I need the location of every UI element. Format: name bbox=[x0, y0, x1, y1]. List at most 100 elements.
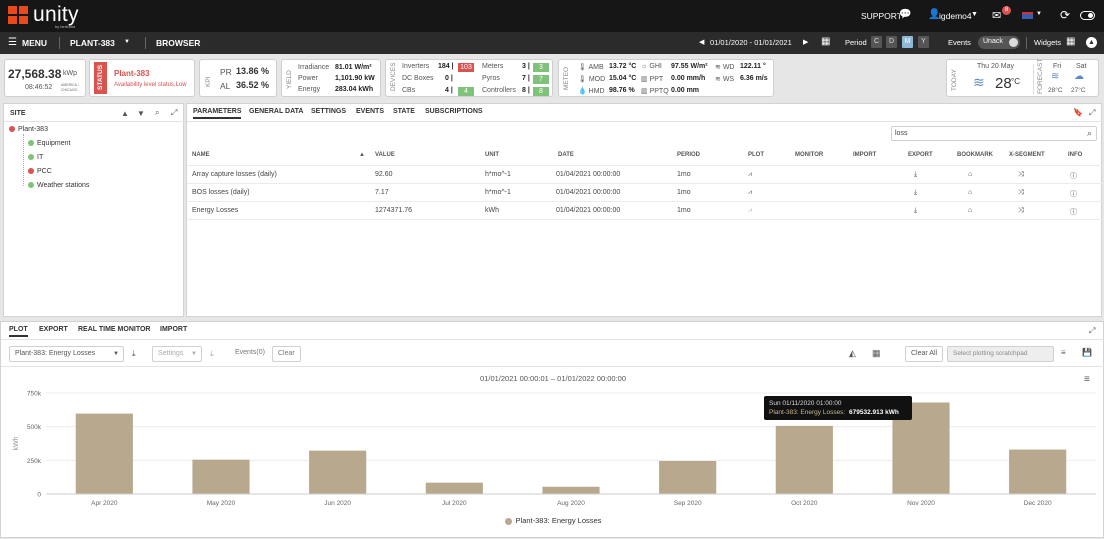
shuffle-icon[interactable]: ⤨ bbox=[1018, 207, 1024, 214]
refresh-icon[interactable]: ⟳ bbox=[1060, 8, 1071, 22]
bookmark-icon[interactable]: ⌂ bbox=[968, 171, 973, 178]
info-icon[interactable]: ⓘ bbox=[1070, 173, 1077, 180]
area-chart-icon[interactable]: ◭ bbox=[849, 348, 856, 358]
table-row[interactable]: Energy Losses 1274371.76 kWh 01/04/2021 … bbox=[187, 202, 1103, 220]
inverters-alarm-badge[interactable]: 103 bbox=[458, 63, 474, 72]
param-search-input[interactable]: loss ⌕ bbox=[891, 126, 1097, 141]
download-icon[interactable]: ⤓ bbox=[132, 349, 136, 358]
period-c-button[interactable]: C bbox=[871, 36, 882, 48]
meters-ok-badge[interactable]: 3 bbox=[533, 63, 549, 72]
download-icon[interactable]: ⤓ bbox=[210, 349, 214, 358]
widgets-label[interactable]: Widgets bbox=[1034, 38, 1062, 47]
events-button[interactable]: Events(0) bbox=[230, 346, 270, 362]
calendar-icon[interactable]: ▦ bbox=[821, 36, 831, 47]
col-unit[interactable]: UNIT bbox=[485, 152, 499, 158]
tab-state[interactable]: STATE bbox=[393, 108, 415, 115]
unack-toggle[interactable]: Unack bbox=[978, 36, 1020, 49]
bar[interactable] bbox=[542, 486, 600, 494]
bookmark-icon[interactable]: ⌂ bbox=[968, 207, 973, 214]
cbs-ok-badge[interactable]: 4 bbox=[458, 87, 474, 96]
bar[interactable] bbox=[309, 450, 367, 494]
plant-selector[interactable]: PLANT-383 bbox=[70, 38, 115, 48]
tab-real-time-monitor[interactable]: REAL TIME MONITOR bbox=[78, 326, 151, 333]
chevron-down-icon[interactable]: ▼ bbox=[124, 39, 130, 45]
tab-import[interactable]: IMPORT bbox=[160, 326, 188, 333]
search-icon[interactable]: ⌕ bbox=[1086, 128, 1092, 138]
tab-subscriptions[interactable]: SUBSCRIPTIONS bbox=[425, 108, 483, 115]
collapse-up-icon[interactable]: ▲ bbox=[1086, 37, 1097, 48]
sort-up-icon[interactable]: ▲ bbox=[359, 152, 365, 158]
bar[interactable] bbox=[75, 413, 133, 494]
user-icon[interactable]: 👤 bbox=[928, 9, 941, 20]
tree-item-pcc[interactable]: PCC bbox=[28, 168, 52, 175]
period-y-button[interactable]: Y bbox=[918, 36, 929, 48]
unity-logo-icon[interactable] bbox=[8, 6, 28, 24]
col-date[interactable]: DATE bbox=[558, 152, 574, 158]
bar[interactable] bbox=[192, 459, 250, 494]
browser-button[interactable]: BROWSER bbox=[156, 38, 201, 48]
tab-events[interactable]: EVENTS bbox=[356, 108, 385, 115]
expand-icon[interactable]: ⤢ bbox=[1089, 108, 1096, 117]
expand-icon[interactable]: ⤢ bbox=[1089, 326, 1096, 335]
date-range[interactable]: 01/01/2020 - 01/01/2021 bbox=[710, 38, 792, 47]
clear-all-button[interactable]: Clear All bbox=[905, 346, 944, 362]
plot-icon[interactable]: ⩘ bbox=[748, 171, 752, 178]
menu-button[interactable]: MENU bbox=[22, 38, 48, 48]
grid-icon[interactable]: ▦ bbox=[872, 348, 881, 358]
col-value[interactable]: VALUE bbox=[375, 152, 395, 158]
chat-icon[interactable]: 💬 bbox=[899, 9, 912, 20]
tab-settings[interactable]: SETTINGS bbox=[311, 108, 347, 115]
next-arrow-icon[interactable]: ▶ bbox=[803, 39, 809, 46]
period-m-button[interactable]: M bbox=[902, 36, 913, 48]
series-select[interactable]: Plant-383: Energy Losses ▼ bbox=[9, 346, 124, 362]
download-icon[interactable]: ⤓ bbox=[914, 189, 918, 196]
settings-select[interactable]: Settings ▼ bbox=[152, 346, 202, 362]
tab-plot[interactable]: PLOT bbox=[9, 326, 28, 337]
flag-icon[interactable] bbox=[1022, 12, 1033, 19]
user-name[interactable]: igdemo4 bbox=[939, 11, 972, 21]
tab-general-data[interactable]: GENERAL DATA bbox=[249, 108, 304, 115]
tab-parameters[interactable]: PARAMETERS bbox=[193, 108, 242, 119]
widgets-grid-icon[interactable]: ▦ bbox=[1066, 36, 1076, 47]
scratchpad-select[interactable]: Select plotting scratchpad bbox=[947, 346, 1054, 362]
chevron-down-icon[interactable]: ▼ bbox=[1036, 11, 1042, 17]
bar[interactable] bbox=[1009, 449, 1067, 494]
chevron-up-icon[interactable]: ▲ bbox=[121, 109, 129, 118]
search-icon[interactable]: ⌕ bbox=[155, 108, 160, 117]
support-link[interactable]: SUPPORT bbox=[861, 11, 902, 21]
table-row[interactable]: Array capture losses (daily) 92.60 h*mo^… bbox=[187, 166, 1103, 184]
bar[interactable] bbox=[425, 482, 483, 494]
download-icon[interactable]: ⤓ bbox=[914, 207, 918, 214]
shuffle-icon[interactable]: ⤨ bbox=[1018, 171, 1024, 178]
hamburger-icon[interactable]: ☰ bbox=[8, 37, 17, 48]
pyros-ok-badge[interactable]: 7 bbox=[533, 75, 549, 84]
tree-item-it[interactable]: IT bbox=[28, 154, 43, 161]
tab-export[interactable]: EXPORT bbox=[39, 326, 68, 333]
expand-icon[interactable]: ⤢ bbox=[171, 108, 178, 117]
chevron-down-icon[interactable]: ▼ bbox=[971, 11, 978, 18]
bookmark-icon[interactable]: 🔖 bbox=[1073, 108, 1083, 117]
table-row[interactable]: BOS losses (daily) 7.17 h*mo^-1 01/04/20… bbox=[187, 184, 1103, 202]
col-period[interactable]: PERIOD bbox=[677, 152, 701, 158]
save-icon[interactable]: 💾 bbox=[1082, 348, 1092, 357]
plot-icon[interactable]: ⩘ bbox=[748, 207, 752, 214]
clear-button[interactable]: Clear bbox=[272, 346, 301, 362]
status-card[interactable]: STATUS Plant-383 Availability level stat… bbox=[89, 59, 195, 97]
prev-arrow-icon[interactable]: ◀ bbox=[699, 39, 705, 46]
edit-list-icon[interactable]: ≡ bbox=[1061, 348, 1066, 357]
mail-icon[interactable]: ✉ bbox=[992, 10, 1002, 22]
bar[interactable] bbox=[659, 461, 717, 494]
theme-toggle[interactable] bbox=[1080, 11, 1095, 20]
bookmark-icon[interactable]: ⌂ bbox=[968, 189, 973, 196]
chart-legend[interactable]: Plant-383: Energy Losses bbox=[1, 516, 1104, 525]
chevron-down-icon[interactable]: ▼ bbox=[137, 109, 145, 118]
tree-item-equipment[interactable]: Equipment bbox=[28, 140, 70, 147]
download-icon[interactable]: ⤓ bbox=[914, 171, 918, 178]
bar[interactable] bbox=[775, 425, 833, 494]
info-icon[interactable]: ⓘ bbox=[1070, 209, 1077, 216]
tree-root[interactable]: Plant-383 bbox=[9, 126, 48, 133]
tree-item-weather-stations[interactable]: Weather stations bbox=[28, 182, 89, 189]
plot-icon[interactable]: ⩘ bbox=[748, 189, 752, 196]
period-d-button[interactable]: D bbox=[886, 36, 897, 48]
controllers-ok-badge[interactable]: 8 bbox=[533, 87, 549, 96]
